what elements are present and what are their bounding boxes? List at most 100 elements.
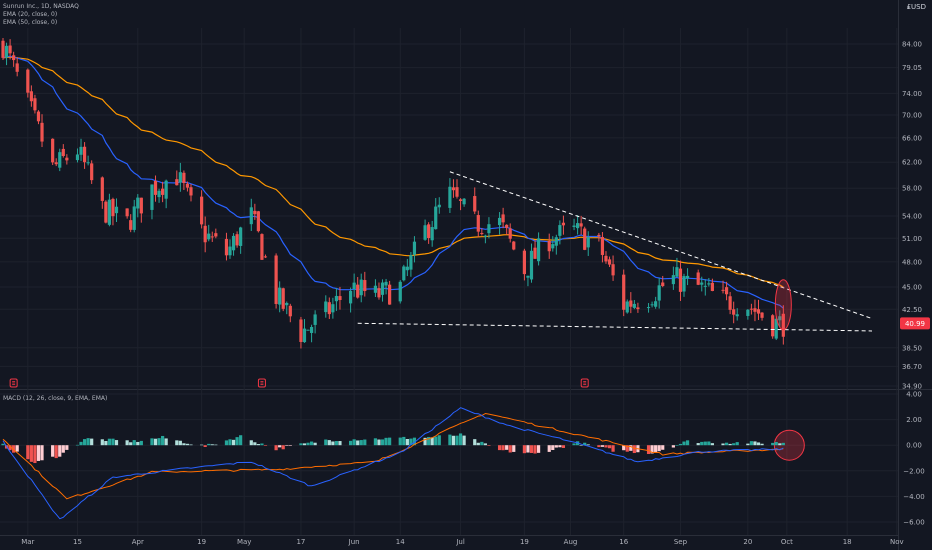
candle bbox=[349, 287, 353, 313]
candle bbox=[572, 218, 576, 231]
candle bbox=[423, 219, 427, 241]
candle bbox=[338, 286, 342, 310]
macd-histogram-bar bbox=[104, 440, 108, 446]
macd-axis[interactable]: 4.00 2.00 0.00 −2.00 −4.00 −6.00 bbox=[903, 391, 924, 527]
macd-histogram-bar bbox=[132, 440, 136, 446]
macd-histogram-bar bbox=[781, 442, 785, 446]
candle bbox=[732, 301, 736, 324]
candle bbox=[114, 198, 119, 223]
macd-histogram-bar bbox=[327, 440, 331, 446]
macd-histogram-bar bbox=[710, 443, 714, 446]
earnings-marker-icon[interactable] bbox=[9, 378, 18, 388]
candle bbox=[285, 301, 289, 315]
candle bbox=[129, 214, 133, 233]
candle bbox=[313, 310, 317, 334]
macd-histogram-bar bbox=[749, 441, 754, 446]
candle bbox=[8, 39, 12, 60]
macd-histogram-bar bbox=[522, 445, 526, 454]
candle bbox=[182, 170, 186, 191]
macd-histogram-bar bbox=[278, 445, 282, 448]
macd-histogram-bar bbox=[1, 443, 5, 446]
candle bbox=[12, 51, 16, 67]
earnings-marker-icon[interactable] bbox=[257, 378, 266, 388]
candle bbox=[654, 296, 658, 309]
macd-legend[interactable]: MACD (12, 26, close, 9, EMA, EMA) bbox=[3, 395, 107, 403]
macd-histogram-bar bbox=[721, 443, 725, 446]
time-tick-label: 16 bbox=[619, 538, 628, 546]
highlight-ellipse[interactable] bbox=[774, 279, 792, 331]
price-tick-label: 54.00 bbox=[902, 213, 922, 221]
macd-histogram-bar bbox=[451, 435, 456, 446]
candle bbox=[710, 278, 714, 292]
chart-annotations bbox=[9, 171, 873, 461]
macd-histogram-bar bbox=[412, 437, 417, 446]
candle bbox=[249, 198, 253, 231]
candle bbox=[707, 277, 711, 287]
macd-histogram-bar bbox=[253, 442, 257, 446]
macd-histogram-bar bbox=[512, 445, 516, 452]
candle bbox=[26, 68, 30, 98]
candle bbox=[86, 155, 90, 166]
macd-histogram-bar bbox=[483, 443, 487, 446]
macd-tick-label: −4.00 bbox=[903, 493, 924, 501]
macd-histogram-bar bbox=[458, 433, 463, 446]
macd-histogram-bar bbox=[551, 445, 555, 451]
macd-histogram-bar bbox=[90, 438, 94, 446]
candle bbox=[54, 158, 58, 167]
currency-label[interactable]: ₤USD bbox=[907, 3, 926, 11]
price-tick-label: 66.00 bbox=[902, 134, 922, 142]
macd-histogram-bar bbox=[629, 445, 633, 451]
support-line[interactable] bbox=[357, 322, 873, 332]
ema20-legend[interactable]: EMA (20, close, 0) bbox=[3, 11, 58, 18]
candle bbox=[547, 233, 551, 259]
macd-highlight-circle[interactable] bbox=[773, 429, 805, 461]
candle bbox=[253, 203, 257, 220]
macd-histogram-bar bbox=[8, 445, 12, 451]
price-tick-label: 51.00 bbox=[902, 235, 922, 243]
candle bbox=[214, 228, 218, 239]
macd-histogram-bar bbox=[178, 440, 182, 446]
candle bbox=[327, 297, 331, 320]
macd-histogram-bar bbox=[434, 436, 438, 446]
candle bbox=[728, 291, 732, 315]
candle bbox=[15, 57, 19, 77]
macd-histogram-bar bbox=[657, 445, 661, 452]
candle bbox=[58, 148, 62, 172]
ema50-legend[interactable]: EMA (50, close, 0) bbox=[3, 19, 58, 26]
resistance-trendline[interactable] bbox=[449, 171, 873, 320]
candle bbox=[228, 239, 232, 259]
candle bbox=[157, 188, 161, 203]
macd-histogram-bar bbox=[136, 441, 140, 446]
macd-tick-label: −6.00 bbox=[903, 519, 924, 527]
macd-histogram-bar bbox=[210, 444, 214, 446]
price-axis[interactable]: 84.00 79.05 74.00 70.00 66.00 62.00 58.00 54.00… bbox=[902, 41, 922, 391]
candle bbox=[487, 217, 491, 239]
macd-histogram-bar bbox=[529, 445, 534, 453]
candle bbox=[703, 279, 707, 296]
earnings-marker-icon[interactable] bbox=[580, 378, 589, 388]
macd-histogram-bar bbox=[51, 445, 55, 457]
macd-histogram-bar bbox=[423, 437, 427, 446]
macd-histogram-bar bbox=[707, 441, 711, 446]
macd-histogram-bar bbox=[682, 441, 686, 446]
candle bbox=[260, 233, 264, 260]
candle bbox=[40, 114, 44, 148]
macd-histogram-bar bbox=[231, 439, 236, 446]
symbol-title[interactable]: Sunrun Inc., 1D, NASDAQ bbox=[3, 3, 79, 10]
candle bbox=[150, 184, 154, 220]
ema50-path bbox=[2, 56, 784, 288]
candle bbox=[235, 231, 239, 248]
time-axis[interactable]: Mar 15 Apr 19 May 17 Jun 14 Jul 19 Aug 16 Sep 20 Oct 18… bbox=[21, 538, 903, 546]
candle bbox=[412, 236, 417, 263]
macd-histogram-bar bbox=[650, 445, 654, 454]
price-tick-label: 58.00 bbox=[902, 185, 922, 193]
currency-code: USD bbox=[911, 3, 926, 11]
chart-legend: Sunrun Inc., 1D, NASDAQ EMA (20, close, … bbox=[3, 3, 79, 27]
time-tick-label: Sep bbox=[674, 538, 688, 546]
macd-histogram-bar bbox=[778, 443, 782, 446]
macd-histogram-bar bbox=[547, 445, 551, 452]
macd-histogram-bar bbox=[200, 444, 204, 446]
macd-histogram-bar bbox=[125, 440, 129, 446]
